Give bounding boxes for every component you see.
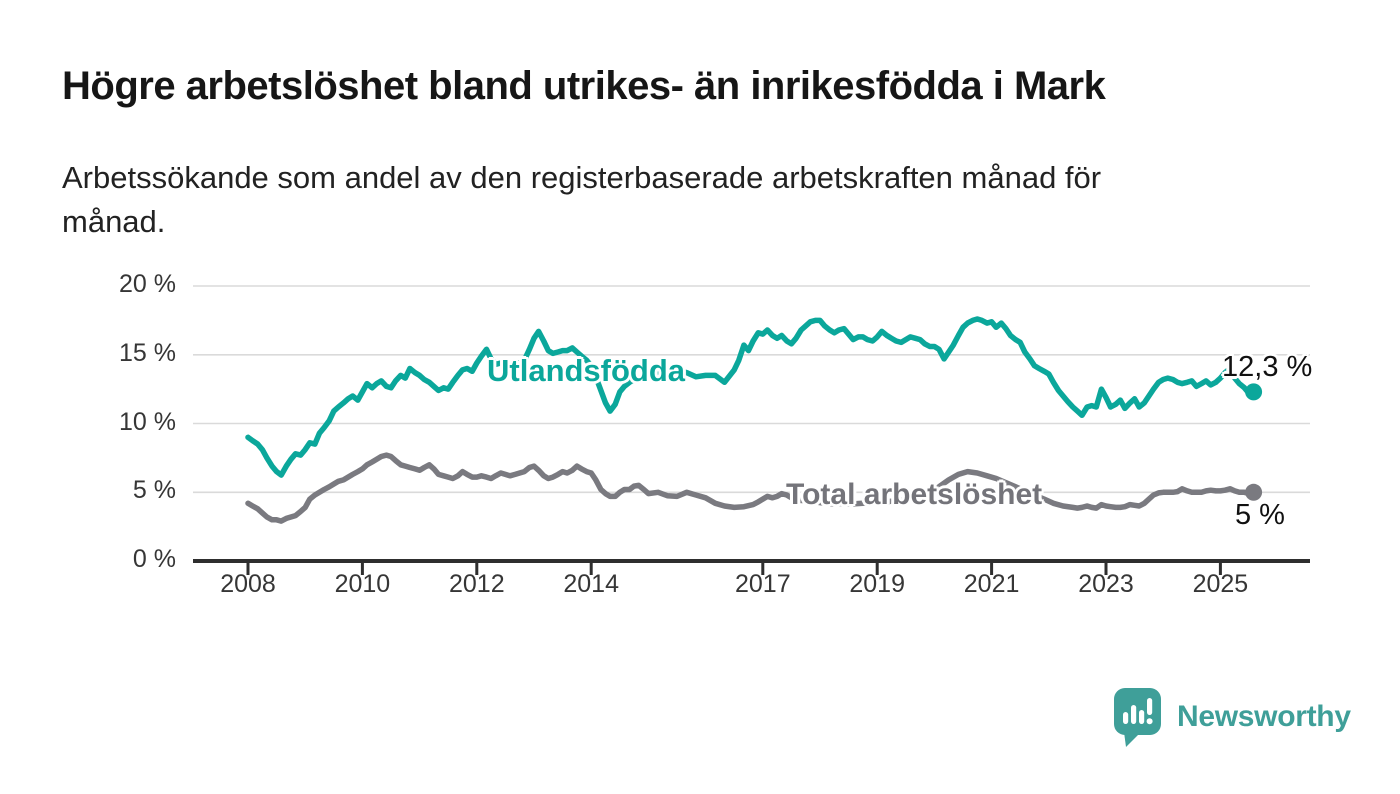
series-label-total-arbetsloshet: Total arbetslöshet — [786, 478, 1043, 511]
page-title: Högre arbetslöshet bland utrikes- än inr… — [62, 64, 1106, 108]
newsworthy-wordmark: Newsworthy — [1177, 700, 1351, 733]
x-axis-label: 2021 — [963, 570, 1020, 598]
newsworthy-logo[interactable]: Newsworthy — [1112, 686, 1351, 748]
end-dot-utlandsf-dda — [1245, 383, 1263, 401]
end-value-label-total: 5 % — [1235, 499, 1285, 531]
x-axis-label: 2023 — [1078, 570, 1134, 598]
x-axis-label: 2019 — [849, 570, 905, 598]
gridlines — [193, 285, 1310, 494]
y-axis-label: 20 % — [119, 270, 176, 298]
x-axis-label: 2008 — [220, 570, 276, 598]
end-value-label-utlandsfodda: 12,3 % — [1222, 351, 1313, 383]
y-axis-label: 15 % — [119, 338, 176, 367]
x-axis-label: 2010 — [334, 570, 391, 598]
chart-subtitle: Arbetssökande som andel av den registerb… — [62, 156, 1101, 244]
x-axis-label: 2014 — [563, 570, 619, 598]
x-axis-label: 2025 — [1192, 570, 1249, 598]
series-line-total-arbetsl-shet — [245, 452, 1257, 524]
x-axis-label: 2012 — [448, 570, 505, 598]
y-axis-label: 5 % — [132, 476, 176, 505]
y-axis-label: 0 % — [132, 545, 176, 573]
x-axis-label: 2017 — [734, 570, 791, 598]
end-dot-total-arbetsl-shet — [1245, 483, 1263, 501]
chart-subtitle-line-2: månad. — [62, 204, 166, 239]
series-line-utlandsf-dda — [245, 316, 1257, 478]
y-axis-label: 10 % — [119, 407, 176, 436]
newsworthy-bubble-icon — [1114, 688, 1161, 747]
series-label-utlandsfodda: Utlandsfödda — [487, 353, 686, 388]
x-axis — [193, 559, 1310, 575]
series-end-dots — [1245, 383, 1263, 501]
chart-subtitle-line-1: Arbetssökande som andel av den registerb… — [62, 160, 1102, 195]
series-lines — [245, 316, 1257, 524]
